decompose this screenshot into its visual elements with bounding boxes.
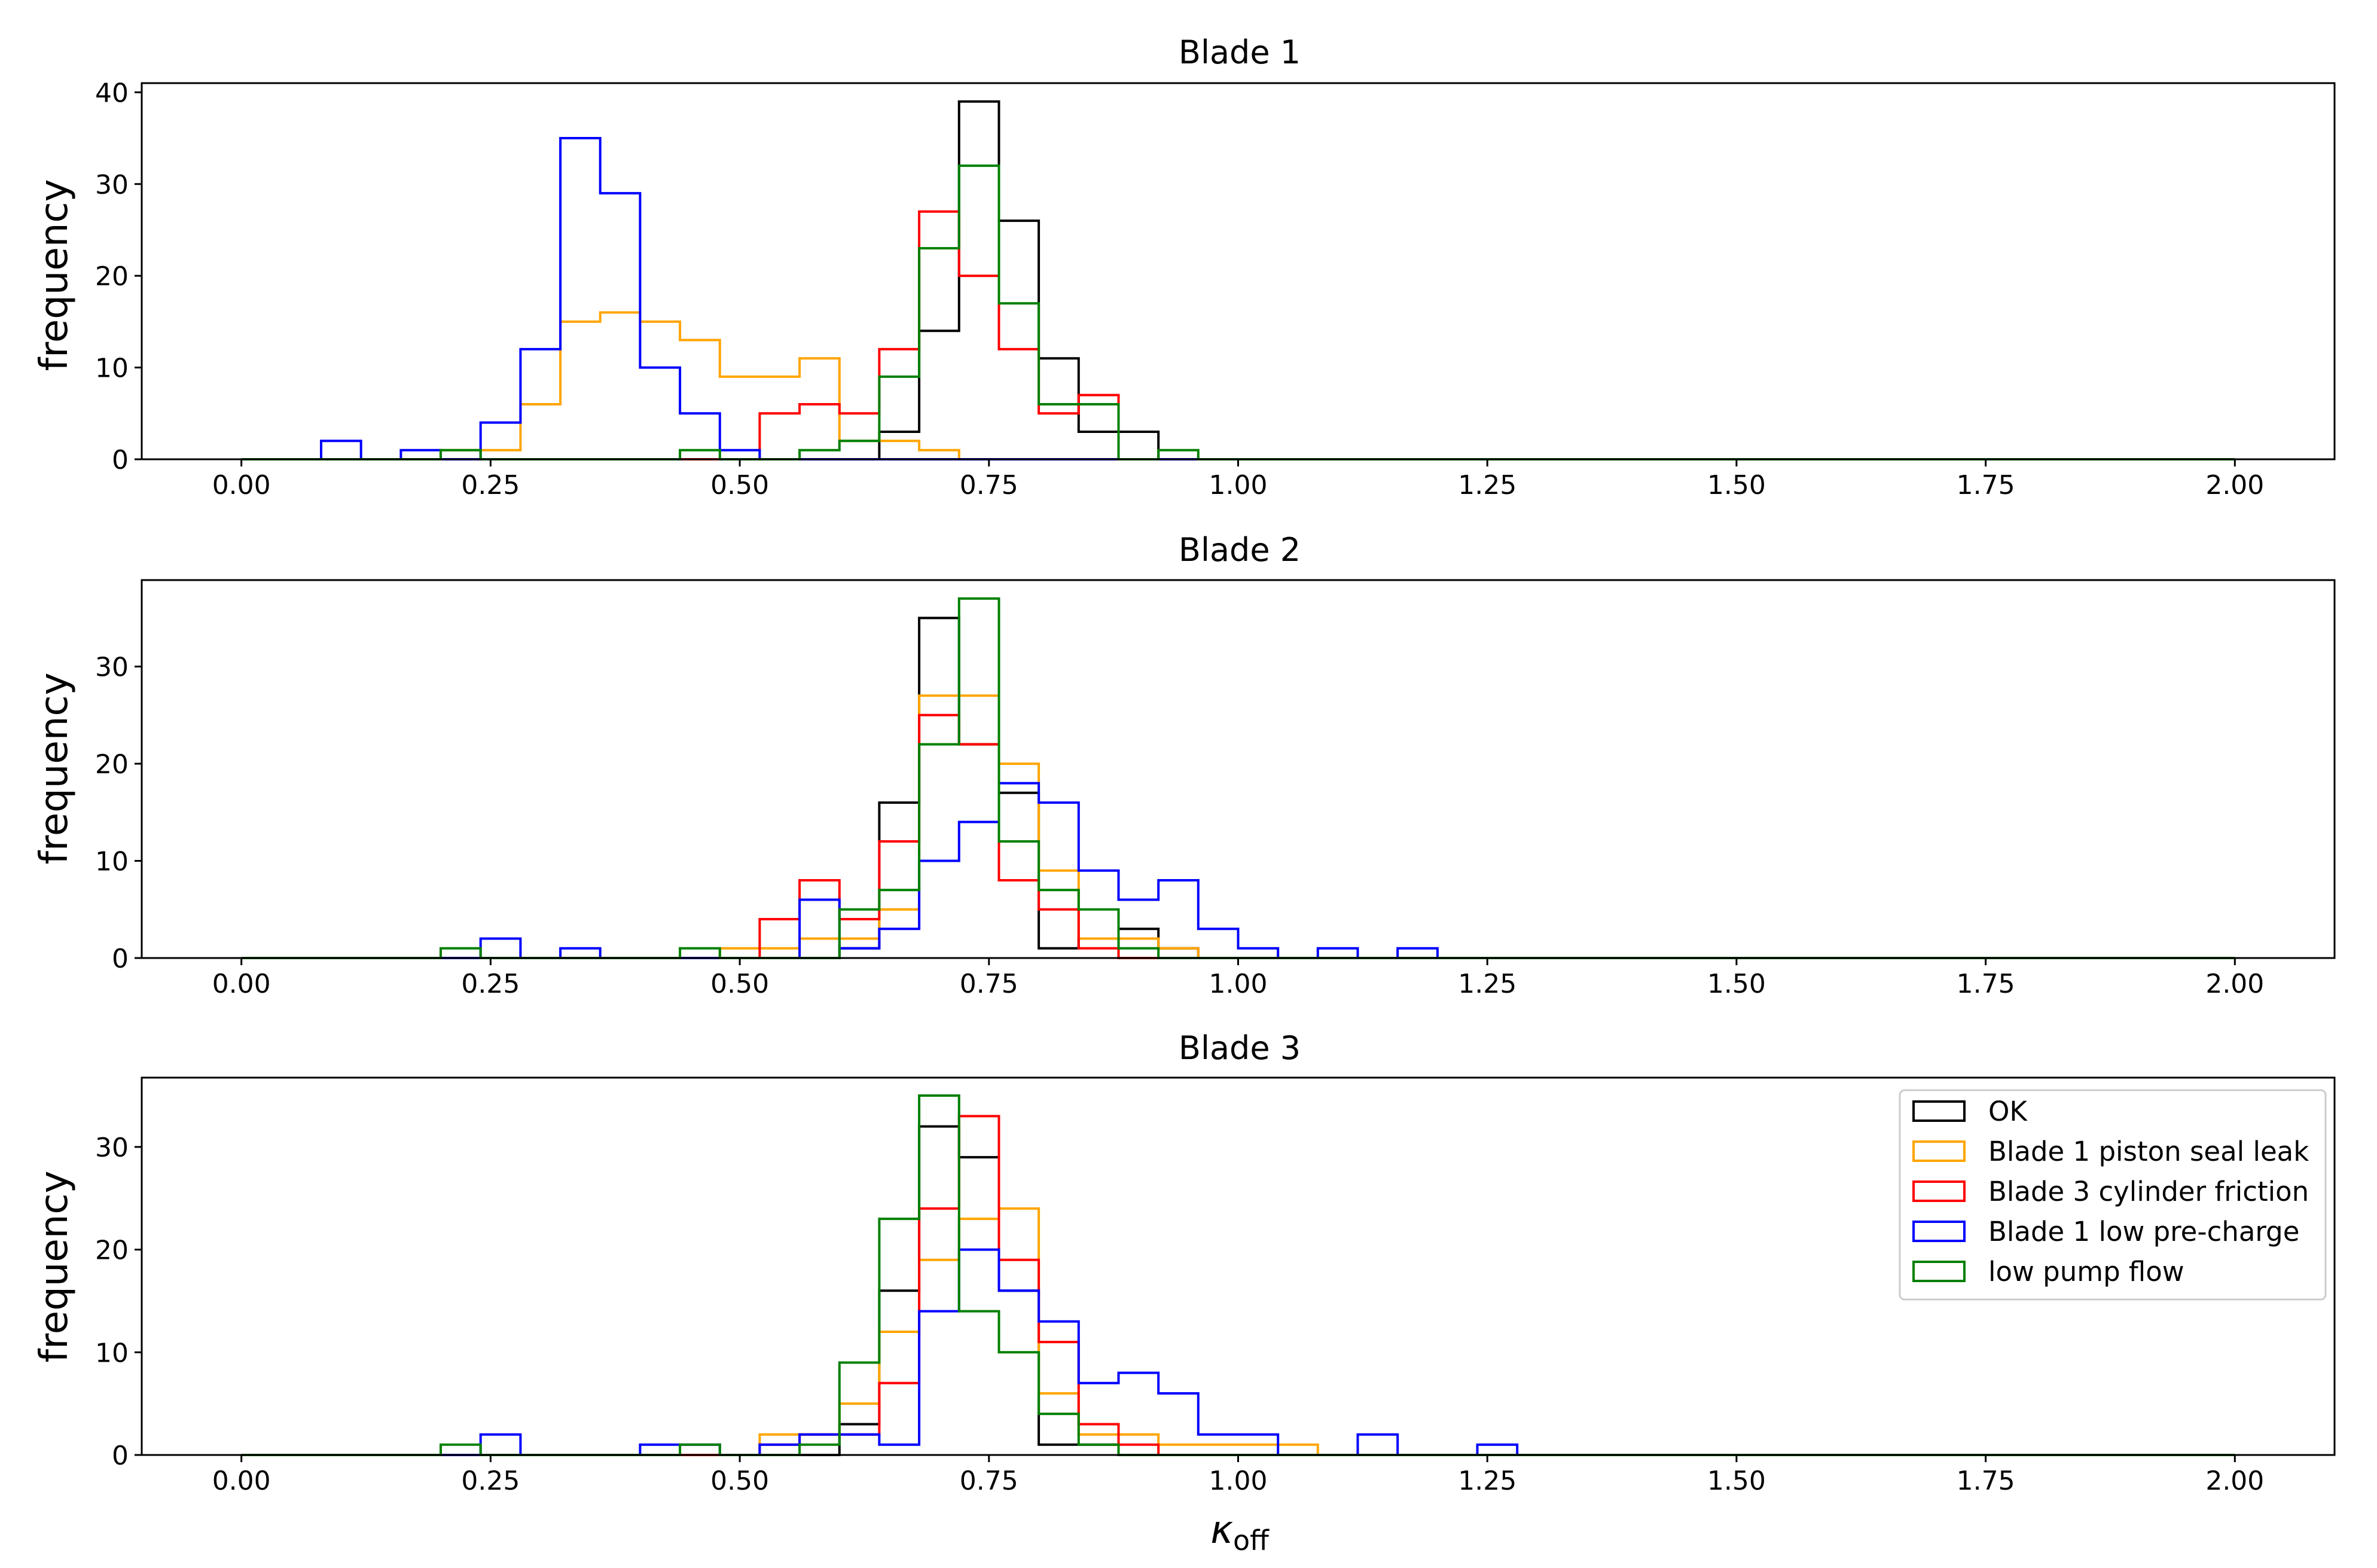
panel-blade-1: Blade 1 frequency 0.00 0.25 0.50 0.75 1.00 1.… (32, 33, 2336, 501)
y-tick-label: 30 (95, 1133, 129, 1163)
x-tick-label: 1.25 (1458, 470, 1516, 501)
y-axis-label: frequency (32, 179, 77, 371)
plot-frame (141, 579, 2336, 959)
legend-entry: Blade 1 piston seal leak (1912, 1136, 2309, 1167)
x-tick-label: 1.00 (1209, 969, 1268, 999)
legend-entry: Blade 3 cylinder friction (1912, 1176, 2309, 1207)
y-tick-label: 0 (112, 445, 129, 475)
panel-blade-3: Blade 3 frequency 0.00 0.25 0.50 0.75 1.00 1.… (32, 1029, 2336, 1496)
y-tick-label: 20 (95, 1236, 129, 1266)
plot-frame (141, 82, 2336, 460)
x-tick-label: 2.00 (2205, 969, 2264, 999)
y-tick-label: 20 (95, 749, 129, 780)
legend-entry: Blade 1 low pre-charge (1912, 1216, 2299, 1247)
y-axis-label: frequency (32, 1171, 77, 1363)
x-tick-label: 0.50 (710, 969, 769, 999)
x-tick-label: 0.00 (212, 969, 271, 999)
x-tick-label: 1.50 (1707, 470, 1766, 501)
panel-title: Blade 2 (1179, 531, 1301, 569)
x-tick-label: 0.00 (212, 1466, 271, 1496)
x-tick-label: 1.50 (1707, 1466, 1766, 1496)
y-tick-label: 0 (112, 1441, 129, 1471)
y-tick-label: 10 (95, 847, 129, 877)
tick-layer: 0.00 0.25 0.50 0.75 1.00 1.25 1.50 1.75 2.00 0 10 2… (95, 1133, 2264, 1496)
legend-swatch (1912, 1221, 1966, 1242)
legend-label: OK (1988, 1096, 2028, 1127)
y-tick-label: 30 (95, 170, 129, 200)
tick-layer: 0.00 0.25 0.50 0.75 1.00 1.25 1.50 1.75 2.00 0 10 2… (95, 78, 2264, 501)
legend-label: Blade 1 low pre-charge (1988, 1216, 2299, 1247)
x-tick-label: 1.25 (1458, 1466, 1516, 1496)
x-tick-label: 0.25 (461, 969, 520, 999)
legend-label: Blade 1 piston seal leak (1988, 1136, 2309, 1167)
legend-swatch (1912, 1180, 1966, 1202)
y-tick-label: 40 (95, 78, 129, 108)
x-tick-label: 0.75 (960, 1466, 1018, 1496)
legend-entry: OK (1912, 1096, 2028, 1127)
x-tick-label: 0.25 (461, 1466, 520, 1496)
y-axis-label: frequency (32, 673, 77, 865)
y-tick-label: 0 (112, 944, 129, 974)
x-tick-label: 0.75 (960, 470, 1018, 501)
legend-label: low pump flow (1988, 1256, 2184, 1288)
y-tick-label: 20 (95, 261, 129, 292)
x-tick-label: 2.00 (2205, 470, 2264, 501)
x-tick-label: 1.00 (1209, 1466, 1268, 1496)
panel-blade-2: Blade 2 frequency 0.00 0.25 0.50 0.75 1.00 1.… (32, 531, 2336, 999)
y-tick-label: 10 (95, 1338, 129, 1368)
panel-title: Blade 3 (1179, 1029, 1301, 1067)
x-tick-label: 1.75 (1957, 969, 2015, 999)
x-tick-label: 1.75 (1957, 470, 2015, 501)
y-tick-label: 10 (95, 353, 129, 384)
x-tick-label: 1.00 (1209, 470, 1268, 501)
x-axis-label: κoff (1210, 1508, 1270, 1557)
legend-swatch (1912, 1100, 1966, 1122)
plot-frame (141, 1076, 2336, 1456)
x-tick-label: 0.25 (461, 470, 520, 501)
x-tick-label: 2.00 (2205, 1466, 2264, 1496)
x-tick-label: 0.75 (960, 969, 1018, 999)
panel-title: Blade 1 (1179, 33, 1301, 71)
x-tick-label: 0.50 (710, 470, 769, 501)
legend-label: Blade 3 cylinder friction (1988, 1176, 2309, 1207)
legend: OK Blade 1 piston seal leak Blade 3 cyli… (1899, 1089, 2327, 1301)
x-tick-label: 1.75 (1957, 1466, 2015, 1496)
tick-layer: 0.00 0.25 0.50 0.75 1.00 1.25 1.50 1.75 2.00 0 10 2… (95, 652, 2264, 999)
legend-frame (1899, 1089, 2327, 1301)
y-tick-label: 30 (95, 652, 129, 683)
x-tick-label: 0.50 (710, 1466, 769, 1496)
x-tick-label: 1.25 (1458, 969, 1516, 999)
legend-entry: low pump flow (1912, 1256, 2184, 1288)
x-tick-label: 0.00 (212, 470, 271, 501)
legend-swatch (1912, 1140, 1966, 1162)
legend-swatch (1912, 1261, 1966, 1282)
x-tick-label: 1.50 (1707, 969, 1766, 999)
